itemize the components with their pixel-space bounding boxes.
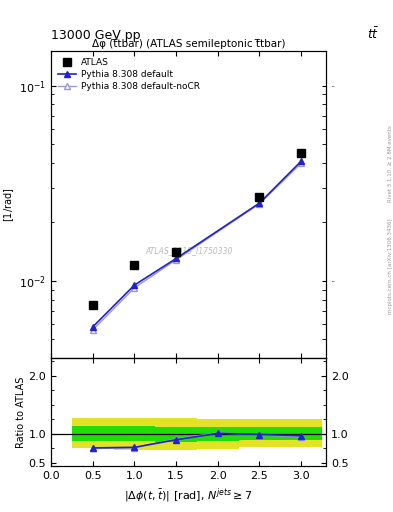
Y-axis label: $1 / \sigma\, d^2\sigma / d\, N^{jets}\, d\, |\Delta\phi(t,\bar{t})|$
$[1/\mathr: $1 / \sigma\, d^2\sigma / d\, N^{jets}\,… [0,146,17,263]
Pythia 8.308 default-noCR [174,257,178,263]
Title: Δφ (t̅tbar) (ATLAS semileptonic t̅tbar): Δφ (t̅tbar) (ATLAS semileptonic t̅tbar) [92,39,285,49]
Text: mcplots.cern.ch [arXiv:1306.3436]: mcplots.cern.ch [arXiv:1306.3436] [388,219,393,314]
Line: Pythia 8.308 default-noCR: Pythia 8.308 default-noCR [89,160,305,333]
Pythia 8.308 default [90,324,95,330]
Text: 13000 GeV pp: 13000 GeV pp [51,29,141,42]
Text: Rivet 3.1.10, ≥ 2.8M events: Rivet 3.1.10, ≥ 2.8M events [388,125,393,202]
X-axis label: $|\Delta\phi(t,\bar{t})|$ [rad], $N^{jets} \geq 7$: $|\Delta\phi(t,\bar{t})|$ [rad], $N^{jet… [124,486,253,504]
Pythia 8.308 default-noCR [257,201,262,207]
Pythia 8.308 default-noCR [299,160,303,166]
ATLAS [257,194,262,200]
Line: Pythia 8.308 default: Pythia 8.308 default [89,158,305,330]
ATLAS [132,262,137,268]
ATLAS [90,302,95,308]
Pythia 8.308 default [132,282,137,288]
Pythia 8.308 default-noCR [132,285,137,291]
Pythia 8.308 default [299,158,303,164]
ATLAS [299,150,303,156]
Line: ATLAS: ATLAS [88,149,305,309]
Legend: ATLAS, Pythia 8.308 default, Pythia 8.308 default-noCR: ATLAS, Pythia 8.308 default, Pythia 8.30… [55,56,202,94]
Text: $t\bar{t}$: $t\bar{t}$ [367,27,379,42]
ATLAS [174,249,178,255]
Text: ATLAS_2019_I1750330: ATLAS_2019_I1750330 [145,246,232,255]
Pythia 8.308 default-noCR [90,327,95,333]
Y-axis label: Ratio to ATLAS: Ratio to ATLAS [16,376,26,448]
Pythia 8.308 default [257,200,262,206]
Pythia 8.308 default [174,255,178,262]
